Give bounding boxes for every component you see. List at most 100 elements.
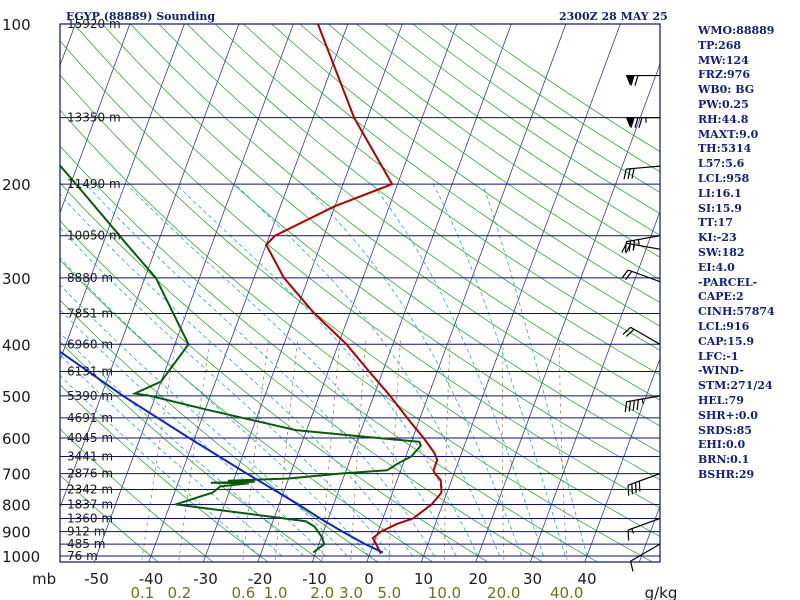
- index-entry: LCL:958: [698, 171, 750, 185]
- temperature-tick-label: 10: [414, 570, 433, 588]
- temperature-trace: [264, 24, 443, 555]
- index-entry: -PARCEL-: [698, 275, 758, 289]
- wind-barb-flag: [631, 168, 635, 179]
- isotherm: [93, 24, 294, 562]
- temperature-tick-label: -50: [84, 570, 109, 588]
- height-label: 1837 m: [67, 497, 113, 511]
- wind-barb-flag: [638, 481, 641, 492]
- index-entry: WB0: BG: [698, 83, 755, 97]
- height-label: 7851 m: [67, 306, 113, 320]
- wind-barb-flag: [627, 530, 630, 541]
- station-title: EGYP (88889) Sounding: [66, 10, 215, 23]
- wind-barb-pennant: [626, 117, 634, 128]
- wind-barb-staff: [630, 543, 661, 562]
- wind-barb-staff: [626, 395, 661, 403]
- wind-barb-halfflag: [637, 239, 640, 245]
- mixing-ratio-label: 1.0: [264, 584, 288, 600]
- index-entry: TP:268: [698, 38, 742, 52]
- wind-barb-flag: [627, 485, 630, 496]
- wind-barb-staff: [626, 242, 661, 250]
- pressure-tick-label: 500: [2, 388, 31, 406]
- wind-barb-staff: [627, 269, 661, 283]
- index-entry: STM:271/24: [698, 379, 773, 393]
- wind-barb-pennant: [626, 75, 634, 86]
- wind-barb: [621, 269, 661, 283]
- wind-barb-staff: [626, 165, 661, 170]
- wind-barb-staff: [626, 235, 661, 243]
- height-label: 76 m: [67, 549, 98, 563]
- mixing-ratio-label: 0.2: [167, 584, 191, 600]
- mixing-ratio-label: 0.6: [231, 584, 255, 600]
- background-grid: [60, 24, 660, 562]
- wind-barb-flag: [634, 117, 639, 128]
- pressure-tick-label: 700: [2, 466, 31, 484]
- index-entry: SHR+:0.0: [698, 408, 758, 422]
- pressure-tick-label: 600: [2, 430, 31, 448]
- index-entry: RH:44.8: [698, 112, 749, 126]
- index-entry: CAPE:2: [698, 290, 744, 304]
- index-entry: CINH:57874: [698, 305, 775, 319]
- wind-barb-flag: [628, 400, 632, 412]
- index-entry: KI:-23: [698, 231, 737, 245]
- height-label: 3441 m: [67, 449, 113, 463]
- wind-barb: [626, 74, 660, 86]
- isotherm: [529, 210, 660, 562]
- wind-barb-flag: [627, 168, 631, 180]
- height-label: 8880 m: [67, 271, 113, 285]
- height-label: 5390 m: [67, 389, 113, 403]
- index-entry: LCL:916: [698, 319, 750, 333]
- height-label: 2342 m: [67, 483, 113, 497]
- mixing-ratio-unit: g/kg: [645, 584, 678, 600]
- wind-barb-flag: [625, 271, 633, 281]
- temperature-tick-label: 30: [523, 570, 542, 588]
- height-label: 13350 m: [67, 111, 121, 125]
- height-label: 4045 m: [67, 431, 113, 445]
- axis-labels: 15920 m 13350 m 11490 m 10050 m 8880 m 7851 m…: [2, 16, 677, 600]
- temperature-tick-label: 40: [577, 570, 596, 588]
- mixing-ratio-label: 3.0: [339, 584, 363, 600]
- isotherm: [148, 24, 349, 562]
- dry-adiabat: [60, 259, 434, 562]
- wind-barb-flag: [624, 401, 628, 413]
- wind-barb-flag: [621, 269, 629, 279]
- index-entry: MW:124: [698, 53, 749, 67]
- isotherm: [257, 24, 458, 562]
- wind-barb-staff: [627, 473, 661, 486]
- wind-barb-flag: [634, 482, 637, 493]
- height-label: 15920 m: [67, 17, 121, 31]
- temperature-tick-label: 20: [468, 570, 487, 588]
- wind-barb: [627, 473, 661, 496]
- wind-barb: [627, 517, 661, 541]
- sounding-traces: [60, 24, 443, 555]
- moist-adiabat: [60, 227, 392, 557]
- isotherm: [60, 24, 240, 509]
- pressure-tick-label: 100: [2, 16, 31, 34]
- dewpoint-trace: [60, 164, 422, 554]
- height-label: 2876 m: [67, 467, 113, 481]
- wind-barb-flag: [630, 117, 635, 128]
- height-label: 912 m: [67, 525, 105, 539]
- index-entry: FRZ:976: [698, 68, 751, 82]
- plot-frame: [59, 23, 661, 563]
- mixing-ratio-label: 20.0: [487, 584, 520, 600]
- index-entry: LI:16.1: [698, 186, 742, 200]
- wind-barb-flag: [625, 243, 631, 254]
- mixing-ratio-label: 0.1: [130, 584, 154, 600]
- mixing-ratio-label: 5.0: [377, 584, 401, 600]
- dry-adiabat: [60, 341, 324, 562]
- wind-barb: [629, 543, 661, 572]
- temperature-tick-label: -10: [302, 570, 327, 588]
- index-entry: EI:4.0: [698, 260, 735, 274]
- height-label: 6960 m: [67, 337, 113, 351]
- index-entry: CAP:15.9: [698, 334, 755, 348]
- wind-barb-flag: [623, 168, 627, 180]
- index-entry: TH:5314: [698, 142, 752, 156]
- temperature-tick-label: -40: [139, 570, 164, 588]
- wind-barb-flag: [638, 117, 643, 128]
- pressure-tick-label: 200: [2, 176, 31, 194]
- index-entry: L57:5.6: [698, 157, 745, 171]
- isotherm: [584, 357, 660, 562]
- index-entry: SW:182: [698, 245, 745, 259]
- pressure-tick-label: 300: [2, 270, 31, 288]
- index-entry: PW:0.25: [698, 97, 749, 111]
